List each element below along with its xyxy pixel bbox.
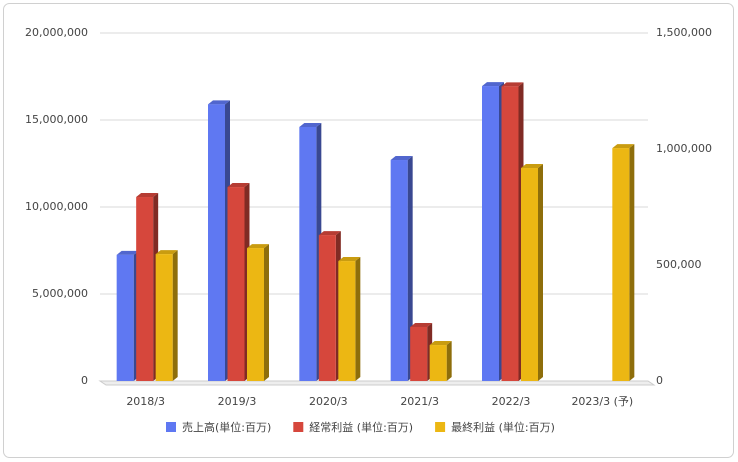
bar-top — [390, 156, 413, 161]
bar-side — [538, 164, 543, 381]
bar — [208, 104, 225, 381]
bar — [318, 235, 336, 381]
bar-top — [482, 82, 504, 87]
bar-top — [501, 82, 524, 87]
bar-top — [227, 183, 250, 188]
y-tick-label: 10,000,000 — [25, 200, 88, 213]
bar — [299, 126, 317, 382]
bar — [155, 254, 173, 381]
bar-side — [355, 257, 361, 381]
legend-label: 経常利益 (単位:百万) — [309, 420, 413, 434]
y2-tick-label: 0 — [656, 374, 663, 387]
chart-frame — [3, 3, 734, 458]
legend-label: 最終利益 (単位:百万) — [451, 420, 555, 434]
bar-top — [116, 250, 139, 255]
bar — [116, 254, 134, 381]
bar-top — [338, 257, 361, 262]
bar-top — [521, 164, 543, 169]
bar — [501, 86, 519, 382]
x-tick-label: 2021/3 — [400, 395, 439, 408]
bar — [390, 160, 408, 381]
bar-top — [410, 322, 433, 327]
bar — [338, 261, 356, 381]
bar-top — [155, 250, 178, 255]
legend-swatch — [293, 422, 304, 432]
y2-tick-label: 1,500,000 — [656, 26, 712, 39]
bar — [227, 187, 245, 381]
bar-top — [429, 341, 452, 346]
bar — [247, 248, 264, 381]
x-tick-label: 2022/3 — [492, 395, 531, 408]
y-tick-label: 15,000,000 — [25, 113, 88, 126]
y2-tick-label: 1,000,000 — [656, 142, 712, 155]
y-tick-label: 5,000,000 — [32, 287, 88, 300]
bar-top — [208, 100, 230, 105]
bar-top — [612, 144, 635, 149]
bar-side — [407, 156, 413, 381]
bar-side — [446, 341, 452, 381]
bar — [429, 345, 447, 381]
x-tick-label: 2018/3 — [126, 395, 165, 408]
y-tick-label: 20,000,000 — [25, 26, 88, 39]
bar — [482, 86, 499, 381]
x-tick-label: 2023/3 (予) — [571, 395, 633, 408]
floor — [98, 380, 656, 386]
bar-top — [318, 231, 341, 236]
x-tick-label: 2020/3 — [309, 395, 348, 408]
bar-side — [264, 244, 269, 381]
bar-top — [247, 244, 269, 249]
x-tick-label: 2019/3 — [218, 395, 257, 408]
bar-top — [299, 122, 322, 127]
bar-side — [629, 144, 635, 381]
bar — [136, 197, 154, 381]
bar — [410, 326, 428, 381]
bar — [521, 168, 538, 381]
bar — [612, 148, 630, 381]
legend-swatch — [435, 422, 446, 432]
bar-side — [172, 250, 178, 381]
y2-tick-label: 500,000 — [656, 258, 702, 271]
legend-swatch — [166, 422, 176, 432]
bar-top — [136, 193, 159, 198]
legend-label: 売上高(単位:百万) — [182, 420, 271, 434]
y-tick-label: 0 — [81, 374, 88, 387]
